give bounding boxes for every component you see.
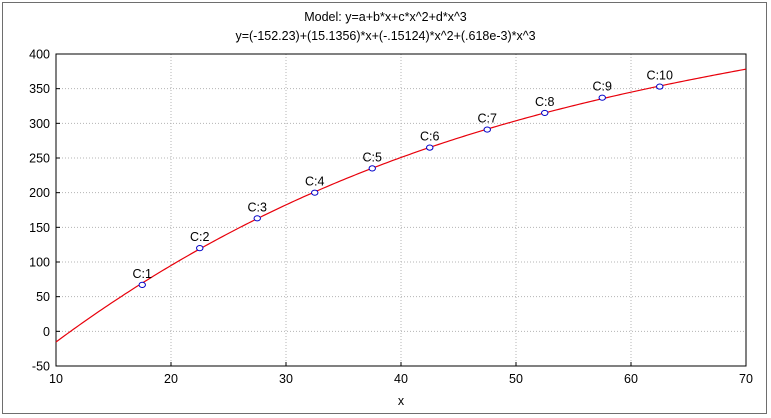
x-axis-label: x	[398, 394, 405, 408]
point-label: C:7	[478, 112, 498, 126]
data-point	[426, 144, 434, 151]
x-tick-label: 60	[624, 372, 638, 386]
data-point	[483, 126, 491, 133]
data-point	[253, 215, 261, 222]
data-point	[541, 109, 549, 117]
grid-lines	[56, 54, 746, 366]
x-tick-label: 70	[739, 372, 753, 386]
y-tick-label: 150	[29, 221, 50, 235]
data-points	[138, 83, 664, 288]
y-tick-label: 200	[29, 186, 50, 200]
point-label: C:8	[535, 95, 555, 109]
point-label: C:6	[420, 130, 440, 144]
point-label: C:4	[305, 175, 325, 189]
data-point	[311, 189, 319, 196]
fit-curve	[55, 68, 747, 343]
data-point	[138, 281, 146, 288]
data-point	[598, 94, 606, 101]
data-point	[368, 165, 376, 172]
point-label: C:10	[647, 69, 673, 83]
chart-frame	[2, 2, 767, 414]
point-label: C:3	[248, 200, 268, 214]
y-tick-label: 100	[29, 256, 50, 270]
chart-title: Model: y=a+b*x+c*x^2+d*x^3	[304, 10, 467, 24]
y-tick-label: 0	[43, 325, 50, 339]
data-point	[196, 245, 204, 252]
point-label: C:2	[190, 230, 210, 244]
axis-ticks	[55, 53, 747, 367]
y-tick-label: 250	[29, 152, 50, 166]
y-tick-label: 300	[29, 117, 50, 131]
y-tick-label: 400	[29, 48, 50, 62]
chart-subtitle: y=(-152.23)+(15.1356)*x+(-.15124)*x^2+(.…	[235, 29, 536, 43]
point-labels: C:1 C:2 C:3 C:4 C:5 C:6 C:7 C:8 C:9 C:10	[133, 69, 673, 281]
x-tick-label: 20	[164, 372, 178, 386]
point-label: C:9	[593, 80, 613, 94]
y-tick-label: -50	[32, 360, 50, 374]
point-label: C:1	[133, 267, 153, 281]
x-tick-label: 40	[394, 372, 408, 386]
x-tick-label: 10	[49, 372, 63, 386]
tick-labels: 10 20 30 40 50 60 70 -50 0 50 100 150 200 250 300 350 40…	[29, 48, 753, 387]
point-label: C:5	[363, 150, 383, 164]
y-tick-label: 50	[36, 290, 50, 304]
y-tick-label: 350	[29, 82, 50, 96]
x-tick-label: 50	[509, 372, 523, 386]
x-tick-label: 30	[279, 372, 293, 386]
data-point	[656, 83, 664, 90]
